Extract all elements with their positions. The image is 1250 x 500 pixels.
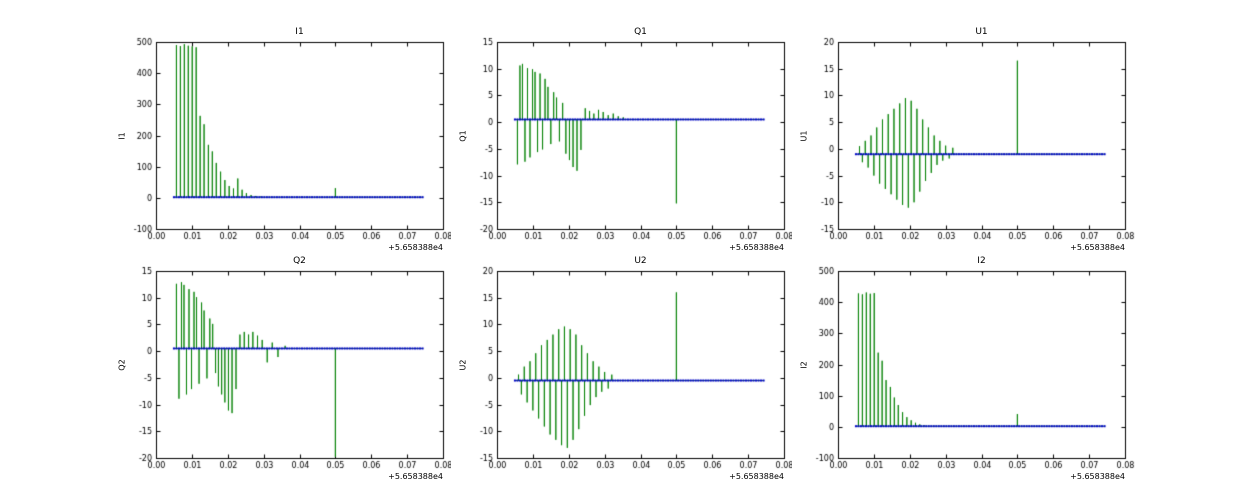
subplot-q2: Q2 Q2 +5.658388e4: [110, 255, 455, 487]
x-offset-label: +5.658388e4: [1070, 472, 1125, 481]
y-axis-label: I2: [799, 361, 809, 369]
subplot-u1: U1 U1 +5.658388e4: [792, 26, 1137, 258]
plot-canvas-i2: [792, 255, 1137, 487]
x-offset-label: +5.658388e4: [1070, 243, 1125, 252]
y-axis-label: Q1: [458, 130, 468, 142]
x-offset-label: +5.658388e4: [388, 472, 443, 481]
plot-canvas-q2: [110, 255, 455, 487]
plot-title: I2: [977, 256, 986, 266]
subplot-i2: I2 I2 +5.658388e4: [792, 255, 1137, 487]
x-offset-label: +5.658388e4: [729, 472, 784, 481]
plot-title: I1: [295, 27, 304, 37]
y-axis-label: U1: [799, 130, 809, 142]
plot-title: Q1: [634, 27, 647, 37]
y-axis-label: Q2: [117, 359, 127, 371]
subplot-q1: Q1 Q1 +5.658388e4: [451, 26, 796, 258]
plot-canvas-i1: [110, 26, 455, 258]
plot-title: U1: [975, 27, 988, 37]
plot-canvas-u2: [451, 255, 796, 487]
plot-canvas-u1: [792, 26, 1137, 258]
subplot-i1: I1 I1 +5.658388e4: [110, 26, 455, 258]
subplot-u2: U2 U2 +5.658388e4: [451, 255, 796, 487]
plot-title: U2: [634, 256, 647, 266]
plot-canvas-q1: [451, 26, 796, 258]
x-offset-label: +5.658388e4: [388, 243, 443, 252]
x-offset-label: +5.658388e4: [729, 243, 784, 252]
plot-title: Q2: [293, 256, 306, 266]
y-axis-label: I1: [117, 132, 127, 140]
y-axis-label: U2: [458, 359, 468, 371]
